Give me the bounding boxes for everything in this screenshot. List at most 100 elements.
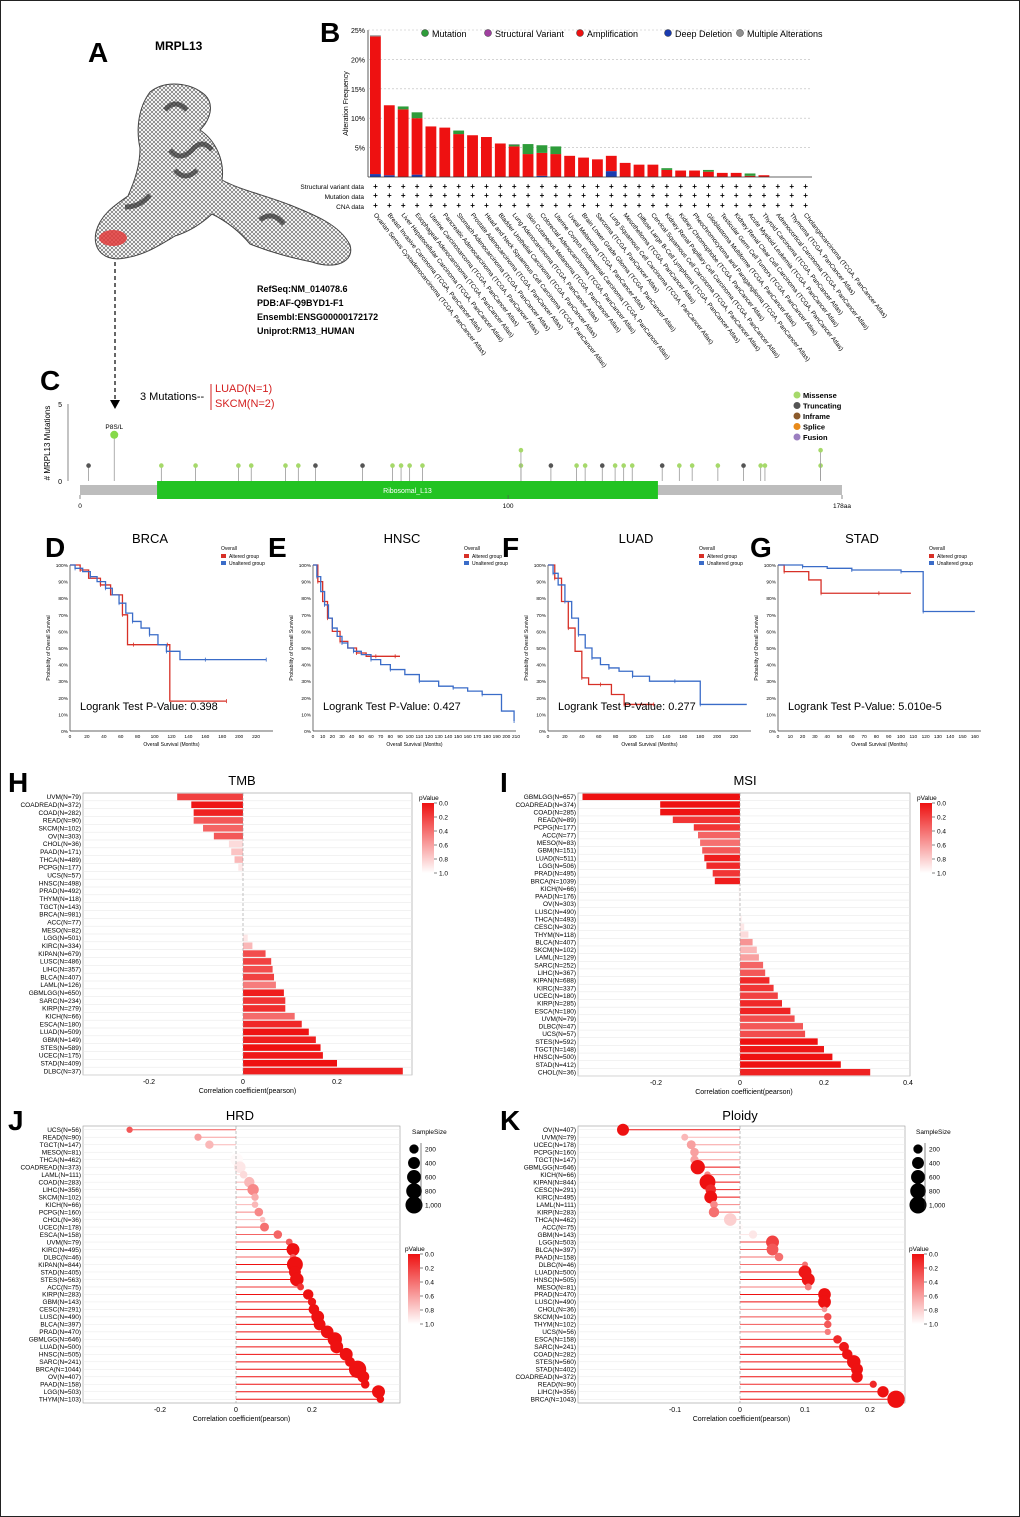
bar-segment xyxy=(522,154,534,177)
x-tick-label: 160 xyxy=(464,734,472,740)
correlation-bar xyxy=(738,885,740,892)
category-label: OV(N=303) xyxy=(543,901,576,908)
category-label: LUSC(N=490) xyxy=(535,1299,576,1306)
category-label: ESCA(N=158) xyxy=(40,1232,81,1239)
legend-marker xyxy=(793,391,801,399)
colorbar-tick-label: 0.4 xyxy=(929,1280,938,1287)
bar-segment xyxy=(508,146,520,177)
category-label: HNSC(N=500) xyxy=(534,1054,576,1061)
correlation-bar xyxy=(738,893,740,900)
panel-h-tmb: TMB UVM(N=79)COADREAD(N=372)COAD(N=282)RE… xyxy=(20,773,448,1095)
x-tick-label: 20 xyxy=(800,734,806,740)
correlation-bar xyxy=(704,854,740,862)
category-label: THYM(N=118) xyxy=(39,896,81,903)
category-label: PRAD(N=470) xyxy=(534,1292,576,1299)
x-tick-label: 80 xyxy=(874,734,880,740)
lollipop-head xyxy=(715,463,721,468)
category-label: BRCA(N=1039) xyxy=(531,878,576,885)
lollipop-head xyxy=(518,447,524,453)
correlation-bar xyxy=(243,958,272,965)
category-label: BRCA(N=1044) xyxy=(36,1367,81,1374)
category-label: STES(N=560) xyxy=(535,1359,576,1366)
correlation-bar xyxy=(193,809,243,816)
y-tick-label: 10% xyxy=(536,712,546,718)
category-label: SARC(N=252) xyxy=(534,962,576,969)
lollipop-head xyxy=(159,463,164,468)
colorbar-tick-label: 0.8 xyxy=(937,857,946,864)
y-tick-label: 80% xyxy=(536,596,546,602)
lollipop-head xyxy=(612,463,618,468)
plot-title: STAD xyxy=(845,531,879,546)
x-tick-label: 0 xyxy=(69,734,72,740)
data-availability-mark: + xyxy=(553,201,558,210)
size-legend-title: SampleSize xyxy=(412,1129,447,1136)
x-tick-label: 90 xyxy=(886,734,892,740)
y-tick-label: 0% xyxy=(61,729,69,735)
correlation-bar xyxy=(740,915,743,923)
category-label: ACC(N=77) xyxy=(542,832,576,839)
category-label: READ(N=90) xyxy=(538,1382,576,1389)
y-axis-label: Probability of Overall Survival xyxy=(289,615,295,680)
category-label: THYM(N=102) xyxy=(534,1322,576,1329)
x-tick-label: 0 xyxy=(241,1079,245,1086)
lollipop-dot xyxy=(290,1272,304,1287)
lollipop-dot xyxy=(360,1379,370,1389)
y-tick-label: 15% xyxy=(351,87,365,94)
data-availability-mark: + xyxy=(512,182,517,191)
size-legend-dot xyxy=(911,1170,925,1184)
x-tick-label: 70 xyxy=(861,734,867,740)
data-availability-mark: + xyxy=(762,182,767,191)
x-tick-label: 120 xyxy=(922,734,930,740)
bar-segment xyxy=(578,157,589,177)
x-axis-label: Correlation coefficient(pearson) xyxy=(693,1416,791,1423)
plot-title: LUAD xyxy=(619,531,654,546)
bar-segment xyxy=(467,135,478,177)
category-label: TGCT(N=148) xyxy=(535,1047,576,1054)
y-tick-label: 40% xyxy=(301,663,311,669)
legend-marker xyxy=(576,29,584,37)
colorbar xyxy=(422,803,434,873)
colorbar-tick-label: 0.2 xyxy=(929,1266,938,1273)
legend-label: Structural Variant xyxy=(495,29,564,39)
x-tick-label: 140 xyxy=(946,734,954,740)
data-availability-mark: + xyxy=(401,201,406,210)
lollipop-dot xyxy=(801,1272,815,1286)
category-label: STAD(N=405) xyxy=(40,1269,81,1276)
data-availability-mark: + xyxy=(429,182,434,191)
legend-label: Unaltered group xyxy=(229,561,265,567)
bar-segment xyxy=(370,35,381,37)
category-label: BLCA(N=407) xyxy=(40,974,81,981)
y-tick-label: 70% xyxy=(766,613,776,619)
x-tick-label: 0 xyxy=(738,1407,742,1414)
panel-d-km-brca: 0% 10% 20% 30% 40% 50% 60% 70% 80% 90% 100% 0 20 40 60… xyxy=(46,531,273,748)
data-availability-mark: + xyxy=(484,201,489,210)
category-label: OV(N=407) xyxy=(48,1374,81,1381)
x-tick-label: 100 xyxy=(406,734,414,740)
legend-label: Fusion xyxy=(803,433,828,442)
x-axis-label: Correlation coefficient(pearson) xyxy=(199,1088,297,1095)
x-tick-label: 60 xyxy=(118,734,124,740)
y-tick-label: 0% xyxy=(304,729,312,735)
x-tick-label: 60 xyxy=(596,734,602,740)
category-label: READ(N=90) xyxy=(43,1135,81,1142)
y-tick-label: 50% xyxy=(536,646,546,652)
bar-segment xyxy=(522,144,534,155)
correlation-bar xyxy=(740,977,770,984)
y-axis-label: Probability of Overall Survival xyxy=(46,615,52,680)
x-tick-label: 0 xyxy=(738,1080,742,1087)
category-label: SARC(N=234) xyxy=(39,998,81,1005)
category-label: THCA(N=489) xyxy=(40,857,81,864)
category-label: PAAD(N=158) xyxy=(535,1254,576,1261)
lollipop-dot xyxy=(690,1160,705,1175)
legend-swatch xyxy=(221,561,226,565)
category-label: READ(N=89) xyxy=(538,817,576,824)
x-tick-label: 160 xyxy=(971,734,979,740)
x-tick-label: 80 xyxy=(135,734,141,740)
correlation-bar xyxy=(740,1053,833,1061)
bar-segment xyxy=(633,164,645,177)
legend-marker xyxy=(736,29,744,37)
bar-segment xyxy=(536,152,548,176)
colorbar-tick-label: 0.8 xyxy=(439,857,448,864)
x-tick-label: 130 xyxy=(934,734,942,740)
y-axis-label: Probability of Overall Survival xyxy=(754,615,760,680)
